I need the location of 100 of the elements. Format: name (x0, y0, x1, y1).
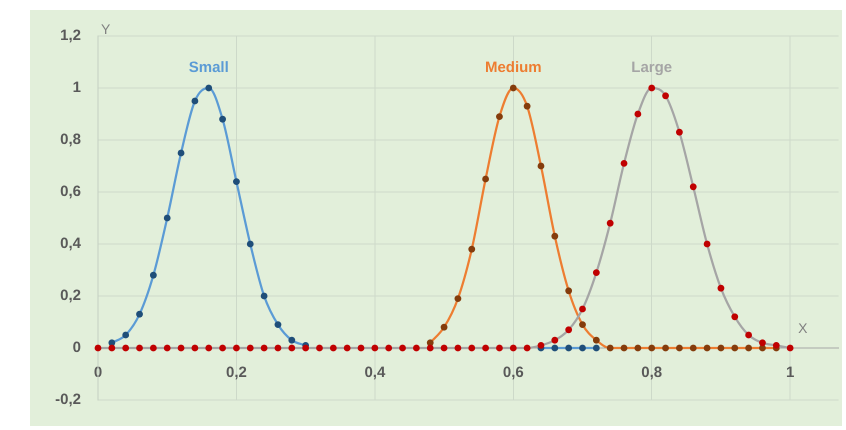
point (620, 160, 628, 167)
y-tick-label: 1 (72, 79, 81, 96)
series-label: Medium (484, 59, 542, 76)
point (454, 344, 462, 352)
point (592, 269, 600, 276)
point (718, 284, 724, 292)
point (662, 344, 669, 352)
series-label: Small (188, 59, 229, 76)
point (718, 344, 724, 352)
point (524, 102, 531, 110)
series-label: Large (631, 59, 672, 76)
point (565, 326, 572, 334)
y-tick-label: 0,4 (60, 235, 82, 252)
point (648, 344, 656, 352)
point (634, 344, 642, 352)
point (192, 98, 198, 104)
x-tick-label: 0,2 (226, 364, 247, 382)
point (412, 344, 420, 352)
point (260, 292, 268, 300)
y-tick-label: 0 (72, 339, 81, 356)
point (344, 344, 351, 352)
point (205, 84, 212, 92)
y-tick-label: 1,2 (60, 27, 81, 44)
point (358, 344, 364, 352)
x-tick-label: 1 (786, 364, 794, 382)
x-tick-label: 0,6 (502, 364, 524, 382)
point (579, 321, 586, 328)
point (371, 344, 378, 352)
point (302, 344, 310, 352)
point (676, 128, 683, 136)
point (454, 295, 462, 302)
point (759, 339, 766, 346)
point (662, 92, 669, 100)
point (634, 110, 642, 118)
point (288, 344, 296, 352)
point (178, 344, 184, 352)
point (385, 344, 392, 352)
point (538, 342, 544, 349)
y-tick-label: -0,2 (55, 391, 81, 408)
point (551, 232, 558, 240)
point (745, 332, 752, 338)
point (731, 344, 738, 352)
point (704, 344, 710, 352)
point (496, 113, 503, 120)
point (288, 336, 296, 344)
point (274, 321, 282, 328)
point (233, 344, 240, 352)
point (108, 344, 116, 352)
x-tick-label: 0,8 (641, 364, 662, 382)
point (440, 324, 448, 331)
y-axis-title: Y (101, 20, 111, 37)
point (565, 344, 572, 352)
point (592, 336, 600, 344)
point (551, 344, 558, 352)
point (399, 344, 406, 352)
point (316, 344, 323, 352)
point (164, 344, 171, 352)
point (150, 272, 157, 279)
point (690, 183, 697, 190)
point (524, 344, 531, 352)
point (122, 332, 130, 338)
point (606, 220, 614, 227)
point (246, 240, 254, 248)
point (178, 150, 184, 156)
point (565, 287, 572, 294)
point (676, 344, 683, 352)
point (136, 310, 143, 318)
point (648, 84, 656, 92)
point (440, 344, 448, 352)
point (233, 178, 240, 185)
point (330, 344, 337, 352)
point (786, 344, 794, 352)
y-tick-label: 0,2 (60, 287, 81, 304)
point (620, 344, 628, 352)
x-tick-label: 0,4 (364, 364, 386, 382)
point (510, 84, 517, 92)
point (579, 344, 586, 352)
point (592, 344, 600, 352)
point (274, 344, 282, 352)
point (704, 240, 710, 248)
point (219, 344, 226, 352)
point (690, 344, 697, 352)
point (510, 344, 517, 352)
x-axis-title: X (798, 320, 808, 336)
point (219, 116, 226, 123)
point (496, 344, 503, 352)
point (205, 344, 212, 352)
point (468, 246, 476, 253)
point (606, 344, 614, 352)
point (772, 342, 780, 349)
point (482, 344, 490, 352)
point (164, 214, 171, 222)
point (260, 344, 268, 352)
point (482, 176, 490, 182)
point (192, 344, 198, 352)
point (538, 162, 544, 170)
point (150, 344, 157, 352)
point (122, 344, 130, 352)
y-tick-label: 0,8 (60, 131, 81, 148)
point (468, 344, 476, 352)
